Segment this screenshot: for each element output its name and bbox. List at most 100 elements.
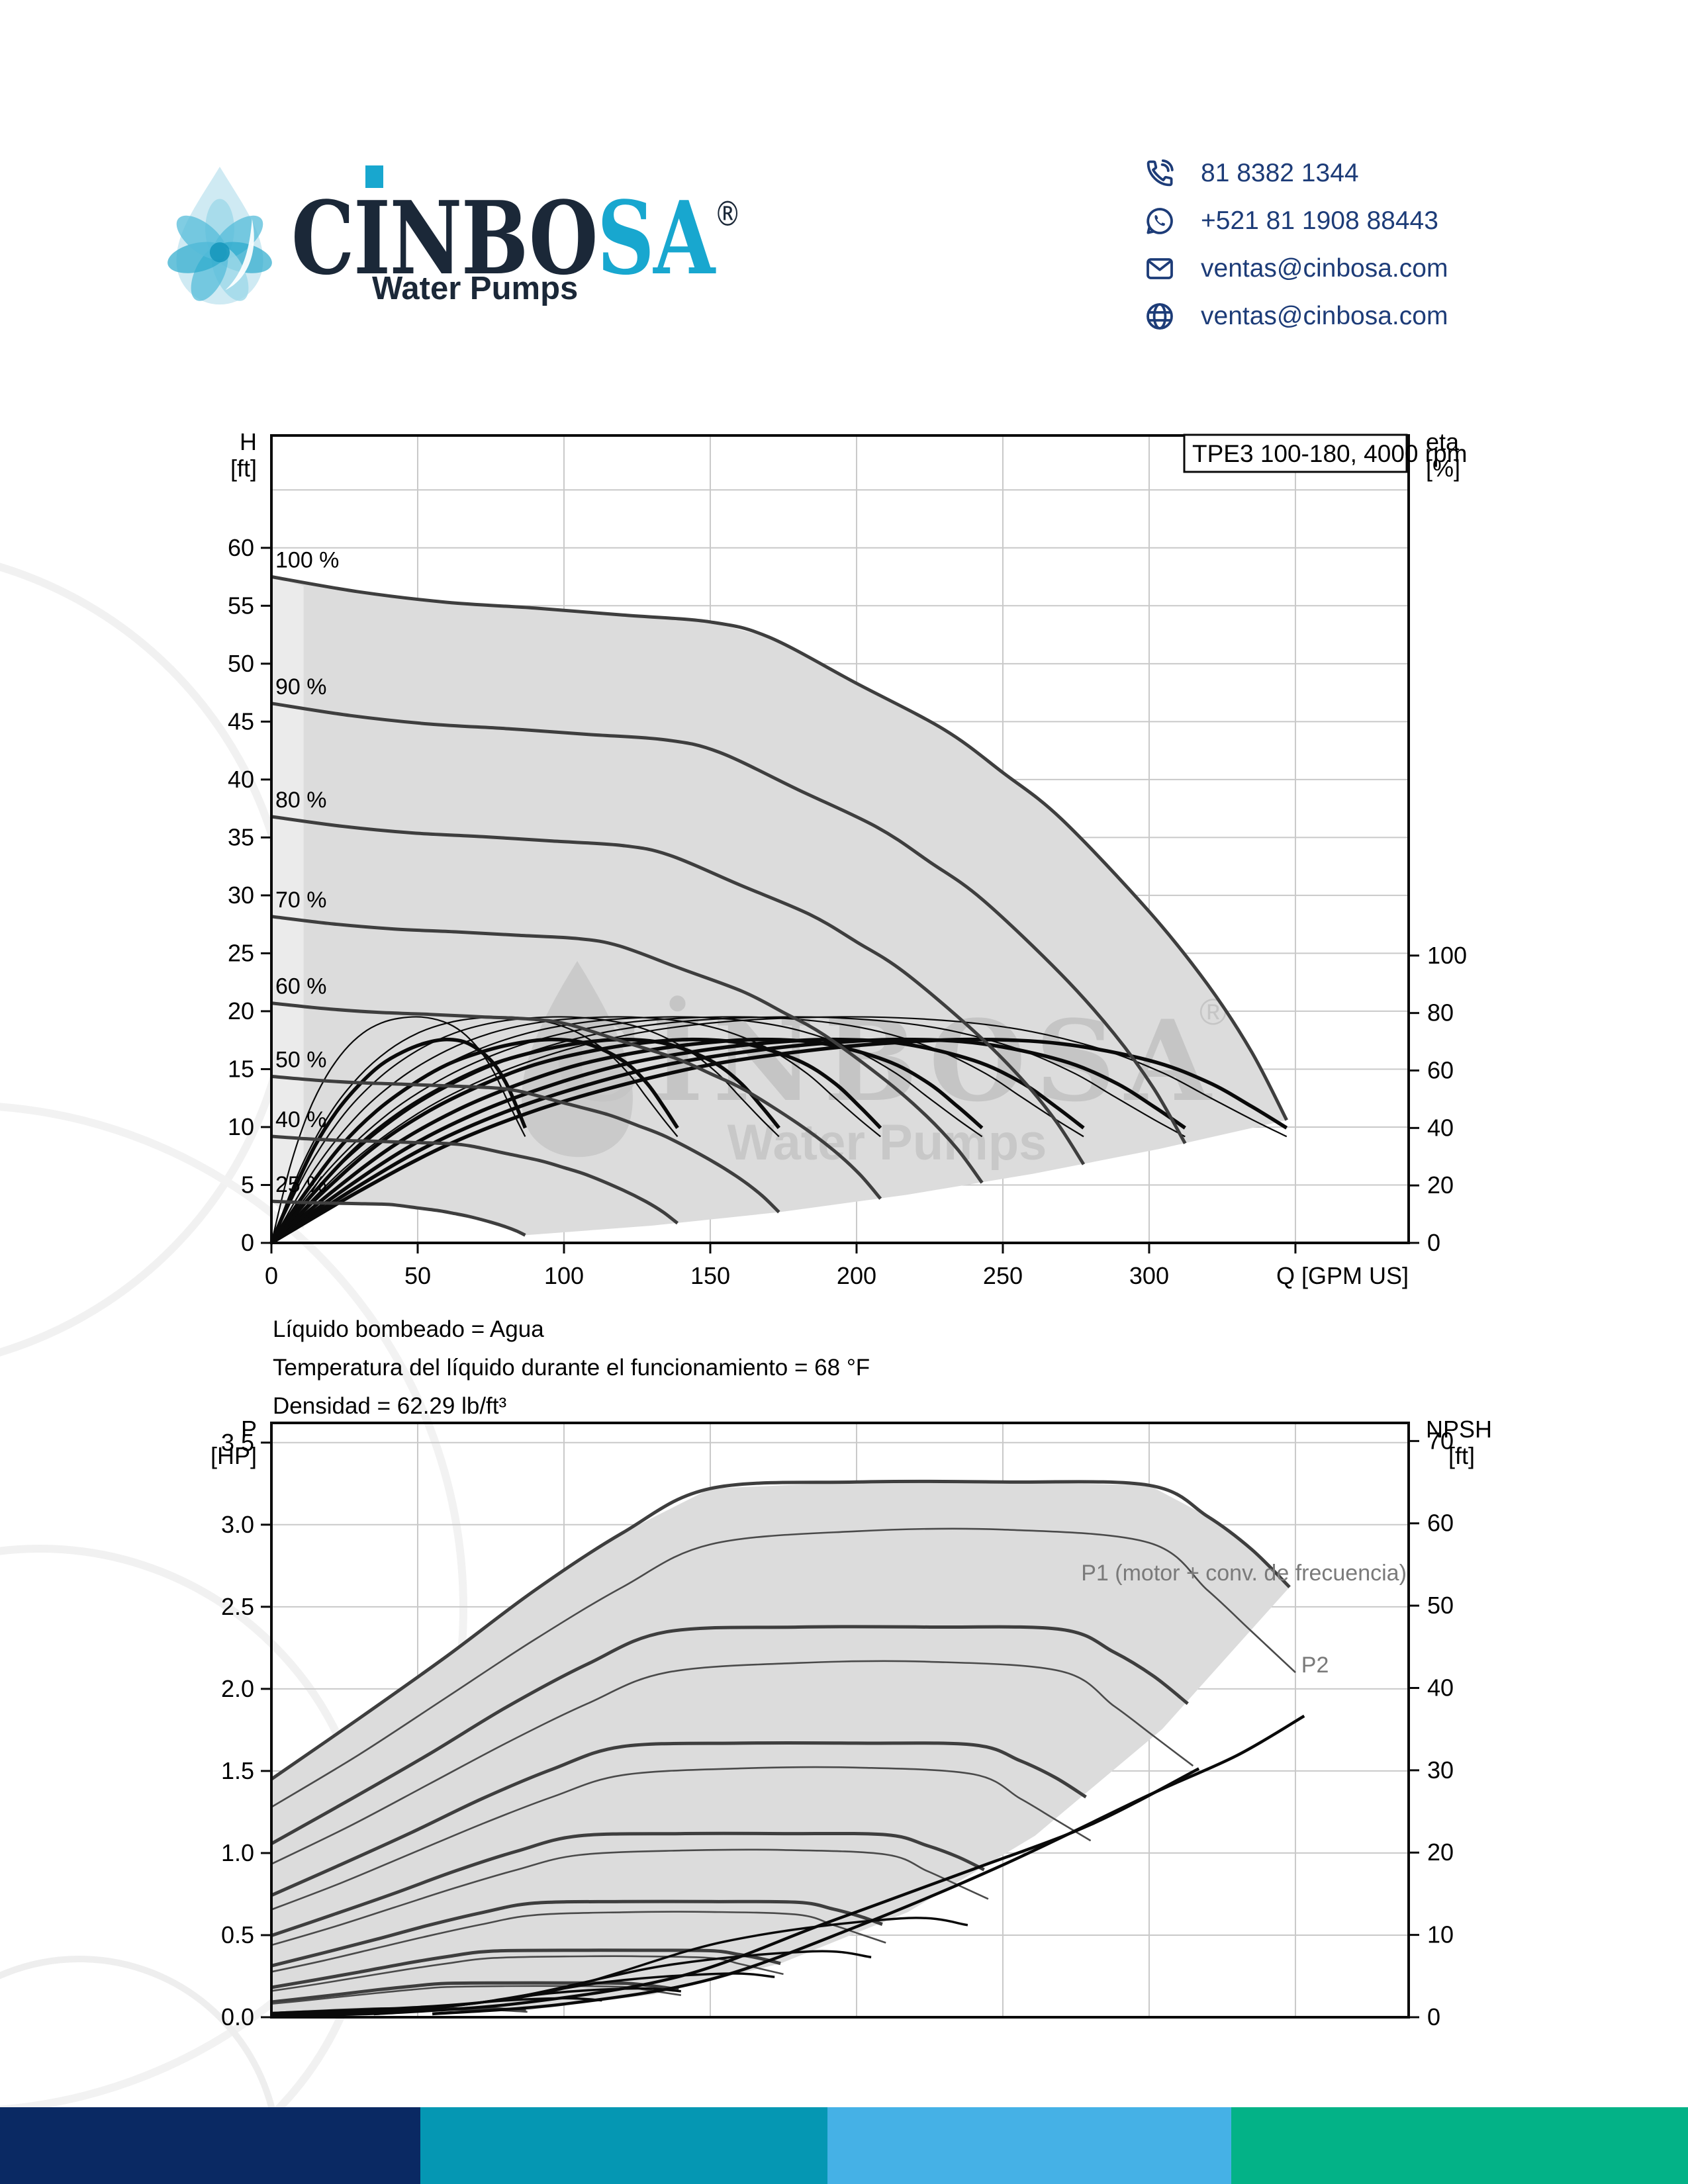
contact-row-email: ventas@cinbosa.com: [1144, 245, 1448, 293]
website-address[interactable]: ventas@cinbosa.com: [1201, 302, 1448, 330]
eta-curve-total: [270, 1037, 984, 1245]
min-flow-sliver: [271, 576, 304, 1229]
eta-curve-total: [269, 1037, 527, 1244]
chart-title-box: [1183, 433, 1408, 473]
phone-icon: [1147, 159, 1174, 187]
x-tick-label: 50: [404, 1262, 431, 1289]
phone-number[interactable]: 81 8382 1344: [1201, 159, 1359, 187]
speed-curve: [271, 1199, 526, 1237]
eta-tick-label: 100: [1427, 942, 1467, 969]
eta-tick-label: 20: [1427, 1171, 1454, 1199]
footer-color-bar: [0, 2107, 1688, 2184]
p-tick-label: 0.5: [221, 1921, 254, 1948]
speed-curve-label: 60 %: [275, 974, 327, 999]
logo-drop-icon: [167, 166, 272, 305]
y-tick-label: 30: [228, 882, 254, 909]
watermark-drop-icon: [522, 961, 633, 1158]
eta-tick-label: 40: [1427, 1114, 1454, 1141]
y-tick-label: 45: [228, 707, 254, 735]
y-tick-label: 40: [228, 766, 254, 793]
condition-density: Densidad = 62.29 lb/ft³: [273, 1393, 507, 1419]
footer-band-skyblue: [827, 2107, 1231, 2184]
p-tick-label: 1.5: [221, 1757, 254, 1784]
p2-curve: [271, 1660, 1194, 1865]
chart-frame: [270, 434, 1410, 1244]
brand-logo: CINBOSA®: [291, 164, 741, 289]
whatsapp-number[interactable]: +521 81 1908 88443: [1201, 206, 1438, 235]
x-tick-label: 0: [265, 1262, 278, 1289]
condition-temperature: Temperatura del líquido durante el funci…: [273, 1355, 870, 1381]
eta-tick-label: 60: [1427, 1057, 1454, 1084]
p2-curve: [271, 1766, 1092, 1911]
logo-letters-sa: SA: [596, 179, 715, 297]
y-tick-label: 25: [228, 939, 254, 966]
npsh-tick-label: 0: [1427, 2003, 1440, 2030]
logo-letter-i: I: [353, 179, 391, 297]
npsh-tick-label: 70: [1427, 1427, 1454, 1454]
speed-curve-label: 90 %: [275, 674, 327, 700]
speed-curve: [271, 815, 1086, 1165]
p-tick-label: 2.5: [221, 1593, 254, 1620]
condition-liquid: Líquido bombeado = Agua: [273, 1316, 544, 1342]
npsh-tick-label: 20: [1427, 1839, 1454, 1866]
npsh-tick-label: 30: [1427, 1756, 1454, 1784]
x-tick-label: 200: [837, 1262, 876, 1289]
x-tick-label: 100: [544, 1262, 584, 1289]
speed-curve-label: 100 %: [275, 548, 339, 573]
speed-curve-label: 50 %: [275, 1047, 327, 1072]
npsh-tick-label: 50: [1427, 1592, 1454, 1619]
annotation-p1: P1 (motor + conv. de frecuencia): [1081, 1561, 1407, 1586]
eta-curve-pump: [270, 1016, 526, 1244]
eta-curve-pump: [271, 1016, 1084, 1244]
npsh-curve: [271, 1917, 968, 2015]
footer-band-green: [1231, 2107, 1688, 2184]
operating-envelope: [271, 576, 1287, 1236]
npsh-tick-label: 40: [1427, 1674, 1454, 1701]
speed-curve: [271, 702, 1187, 1144]
y-axis-unit: [ft]: [230, 455, 257, 482]
p-tick-label: 2.0: [221, 1675, 254, 1702]
p2-curve: [271, 1848, 989, 1946]
npsh-curve: [432, 1714, 1305, 2016]
eta-tick-label: 0: [1427, 1229, 1440, 1256]
eta-tick-label: 80: [1427, 999, 1454, 1026]
contact-block: 81 8382 1344 +521 81 1908 88443 ventas@c…: [1144, 150, 1448, 340]
footer-band-navy: [0, 2107, 420, 2184]
npsh-curve: [271, 1950, 872, 2015]
p2-curve: [271, 1985, 682, 2005]
eta-curve-total: [270, 1037, 1288, 1245]
p1-curve: [270, 1741, 1087, 1897]
drop-swish: [225, 218, 254, 291]
speed-curve-label: 80 %: [275, 788, 327, 813]
logo-letter-c: C: [291, 179, 355, 297]
y-tick-label: 50: [228, 650, 254, 677]
speed-curve-label: 70 %: [275, 887, 327, 913]
npsh-tick-label: 60: [1427, 1510, 1454, 1537]
y-tick-label: 55: [228, 592, 254, 619]
email-address[interactable]: ventas@cinbosa.com: [1201, 254, 1448, 283]
p-axis-title: P: [241, 1416, 257, 1443]
p2-curve: [271, 1527, 1296, 1808]
eta-axis-unit: [%]: [1426, 455, 1460, 482]
watermark-tagline: Water Pumps: [727, 1115, 1047, 1171]
speed-curve: [271, 575, 1288, 1121]
watermark-reg: ®: [1199, 991, 1227, 1032]
p-tick-label: 1.0: [221, 1839, 254, 1866]
logo-tagline: Water Pumps: [372, 271, 579, 306]
npsh-axis-unit: [ft]: [1448, 1442, 1475, 1469]
operating-conditions: Líquido bombeado = Agua Temperatura del …: [273, 1310, 870, 1426]
eta-curve-total: [270, 1037, 882, 1244]
p-tick-label: 3.0: [221, 1511, 254, 1538]
y-tick-label: 5: [241, 1171, 254, 1198]
npsh-curve: [373, 1767, 1200, 2016]
x-tick-label: 250: [983, 1262, 1023, 1289]
p1-curve: [270, 1479, 1291, 1781]
eta-axis-title: eta: [1426, 428, 1460, 455]
speed-curve: [271, 915, 984, 1184]
globe-icon: [1147, 303, 1173, 330]
p1-curve: [270, 1625, 1189, 1845]
speed-curve: [271, 1134, 679, 1225]
